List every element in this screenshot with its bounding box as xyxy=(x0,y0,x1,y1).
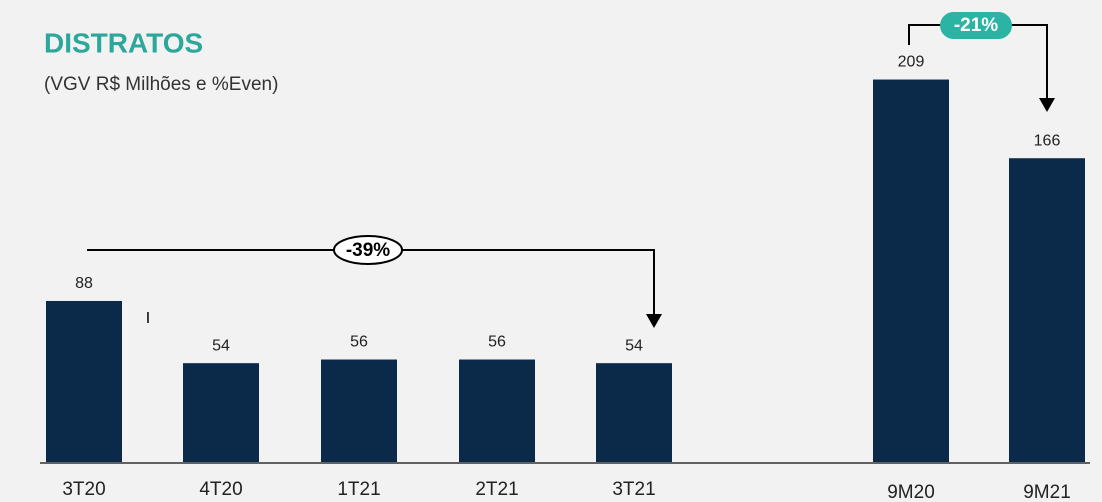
value-label: 56 xyxy=(350,334,368,351)
value-label: 209 xyxy=(898,54,925,71)
chart-subtitle: (VGV R$ Milhões e %Even) xyxy=(44,74,278,95)
bar xyxy=(873,79,949,462)
arrow-head xyxy=(1039,98,1055,112)
value-label: 54 xyxy=(625,337,643,354)
x-tick-label: 2T21 xyxy=(475,479,518,500)
bar xyxy=(46,300,122,462)
chart-title: DISTRATOS xyxy=(44,27,203,58)
x-tick-label: 9M20 xyxy=(887,482,935,502)
value-label: 54 xyxy=(212,337,230,354)
arrow-line xyxy=(87,249,655,316)
value-label: 88 xyxy=(75,275,93,292)
annotation-bubble xyxy=(940,12,1012,39)
x-tick-label: 1T21 xyxy=(337,479,380,500)
value-label: 166 xyxy=(1034,132,1061,149)
stray-text: I xyxy=(146,310,150,327)
value-label: 56 xyxy=(488,334,506,351)
bar xyxy=(321,359,397,462)
arrow-head xyxy=(646,314,662,328)
x-tick-label: 9M21 xyxy=(1023,482,1071,502)
bar xyxy=(459,359,535,462)
x-tick-label: 3T21 xyxy=(612,479,655,500)
bar xyxy=(596,363,672,462)
annotation: -21% xyxy=(954,15,998,36)
x-tick-label: 4T20 xyxy=(199,479,242,500)
bar xyxy=(1009,158,1085,462)
bar xyxy=(183,363,259,462)
x-tick-label: 3T20 xyxy=(62,479,105,500)
annotation: -39% xyxy=(346,240,390,261)
annotation-bubble xyxy=(333,235,403,265)
